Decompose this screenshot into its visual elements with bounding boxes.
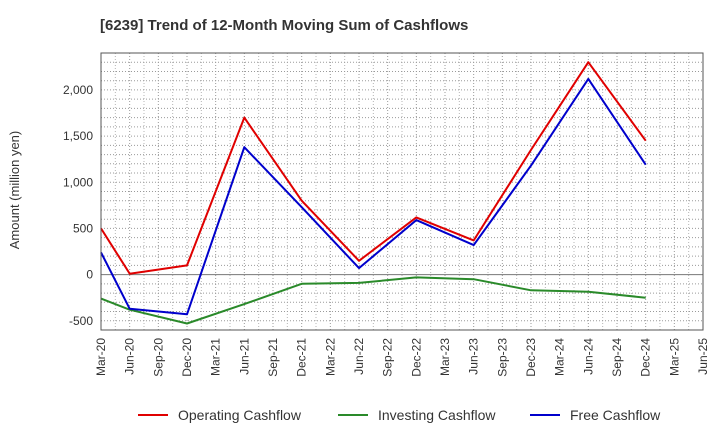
x-tick-label: Mar-25 [667,338,681,376]
x-axis-ticks: Mar-20 Jun-20 Sep-20 Dec-20 Mar-21 Jun-21 Sep-… [94,338,710,377]
x-tick-label: Sep-22 [381,338,395,377]
x-tick-label: Mar-23 [438,338,452,376]
x-tick-label: Jun-25 [696,338,710,375]
x-tick-label: Mar-20 [94,338,108,376]
x-tick-label: Dec-21 [295,338,309,377]
x-tick-label: Dec-20 [180,338,194,377]
legend-label: Investing Cashflow [378,407,496,423]
y-tick-label: 1,500 [63,129,93,143]
x-tick-label: Jun-20 [123,338,137,375]
series-line [100,276,646,325]
x-tick-label: Sep-23 [495,338,509,377]
legend: Operating Cashflow Investing Cashflow Free… [138,407,661,423]
x-tick-label: Jun-24 [581,338,595,375]
y-axis-title: Amount (million yen) [7,131,22,250]
x-tick-label: Jun-23 [467,338,481,375]
legend-label: Operating Cashflow [178,407,302,423]
x-tick-label: Mar-24 [553,338,567,376]
x-tick-label: Sep-24 [610,338,624,377]
grid [100,53,704,330]
y-tick-label: 1,000 [63,175,93,189]
series-lines [100,61,647,325]
x-tick-label: Dec-24 [639,338,653,377]
series-line [100,77,647,316]
series-line [100,61,647,275]
y-tick-label: -500 [69,314,93,328]
x-tick-label: Sep-20 [151,338,165,377]
x-tick-label: Jun-21 [237,338,251,375]
y-tick-label: 0 [86,268,93,282]
chart-title: [6239] Trend of 12-Month Moving Sum of C… [100,17,468,34]
plot-frame [100,52,704,331]
y-tick-label: 500 [73,221,93,235]
x-tick-label: Mar-21 [209,338,223,376]
x-tick-label: Sep-21 [266,338,280,377]
x-tick-label: Dec-22 [409,338,423,377]
x-tick-label: Dec-23 [524,338,538,377]
y-tick-label: 2,000 [63,83,93,97]
y-axis-ticks: -500 0 500 1,000 1,500 2,000 [63,83,93,328]
legend-label: Free Cashflow [570,407,661,423]
x-tick-label: Jun-22 [352,338,366,375]
x-tick-label: Mar-22 [323,338,337,376]
